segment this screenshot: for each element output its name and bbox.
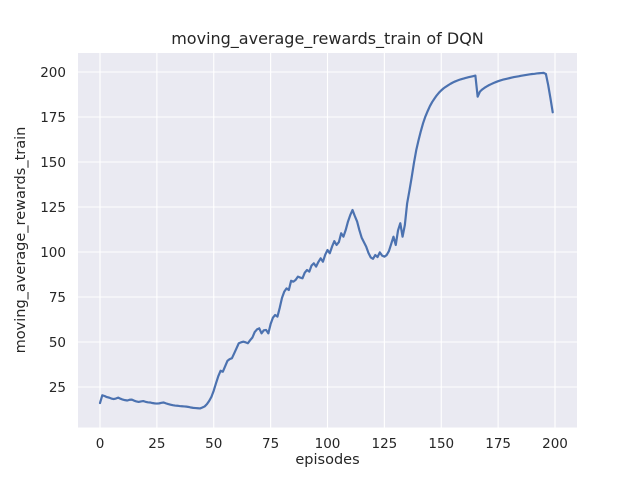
y-tick-label: 100 xyxy=(40,245,66,261)
y-tick-label: 25 xyxy=(49,380,66,396)
reward-line-series xyxy=(98,71,554,410)
x-tick-label: 25 xyxy=(148,436,165,452)
y-tick-labels: 25 50 75 100 125 150 175 200 xyxy=(40,65,66,396)
y-tick-label: 200 xyxy=(40,65,66,81)
x-tick-label: 75 xyxy=(262,436,279,452)
x-tick-label: 200 xyxy=(542,436,568,452)
y-tick-label: 50 xyxy=(49,335,66,351)
grid-lines xyxy=(78,53,577,428)
y-axis-label: moving_average_rewards_train xyxy=(13,127,29,354)
x-tick-label: 125 xyxy=(371,436,397,452)
x-tick-label: 50 xyxy=(205,436,222,452)
y-tick-label: 75 xyxy=(49,290,66,306)
x-axis-label: episodes xyxy=(295,452,359,468)
x-tick-label: 150 xyxy=(428,436,454,452)
x-tick-label: 175 xyxy=(485,436,511,452)
y-tick-label: 125 xyxy=(40,200,66,216)
x-tick-labels: 0 25 50 75 100 125 150 175 200 xyxy=(96,436,568,452)
y-tick-label: 175 xyxy=(40,110,66,126)
x-tick-label: 0 xyxy=(96,436,105,452)
x-tick-label: 100 xyxy=(315,436,341,452)
y-tick-label: 150 xyxy=(40,155,66,171)
chart-title: moving_average_rewards_train of DQN xyxy=(171,29,484,49)
